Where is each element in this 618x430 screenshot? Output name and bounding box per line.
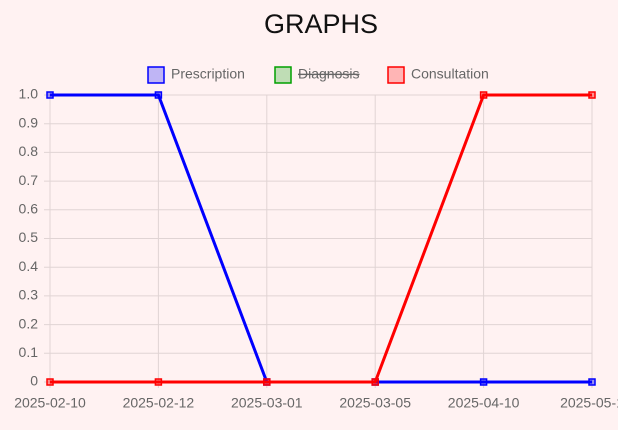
legend-swatch[interactable] bbox=[274, 66, 292, 84]
y-tick-label: 0.1 bbox=[19, 344, 39, 360]
y-tick-label: 0.5 bbox=[19, 229, 39, 245]
legend-label[interactable]: Prescription bbox=[171, 66, 245, 82]
y-tick-label: 0.9 bbox=[19, 114, 39, 130]
data-point bbox=[479, 91, 488, 99]
y-tick-label: 0.7 bbox=[19, 172, 39, 188]
x-tick-label: 2025-03-01 bbox=[231, 395, 303, 411]
data-point bbox=[263, 378, 271, 386]
y-tick-label: 0 bbox=[30, 373, 38, 389]
x-tick-label: 2025-02-12 bbox=[123, 395, 195, 411]
legend-swatch[interactable] bbox=[387, 66, 405, 84]
y-tick-label: 1.0 bbox=[19, 86, 39, 102]
y-tick-label: 0.2 bbox=[19, 315, 39, 331]
legend-label[interactable]: Consultation bbox=[411, 66, 489, 82]
x-tick-label: 2025-03-05 bbox=[339, 395, 411, 411]
x-tick-label: 2025-02-10 bbox=[14, 395, 86, 411]
data-point bbox=[371, 378, 379, 386]
data-point bbox=[46, 378, 54, 386]
x-tick-label: 2025-05-1 bbox=[560, 395, 618, 411]
x-tick-label: 2025-04-10 bbox=[448, 395, 520, 411]
y-tick-label: 0.6 bbox=[19, 201, 39, 217]
data-point bbox=[588, 378, 596, 386]
y-tick-label: 0.3 bbox=[19, 287, 39, 303]
legend-label[interactable]: Diagnosis bbox=[298, 66, 359, 82]
legend-swatch[interactable] bbox=[147, 66, 165, 84]
data-point bbox=[154, 91, 163, 99]
chart-title: GRAPHS bbox=[264, 9, 378, 39]
data-point bbox=[588, 91, 596, 99]
data-point bbox=[46, 91, 54, 99]
y-tick-label: 0.8 bbox=[19, 143, 39, 159]
data-point bbox=[154, 378, 163, 386]
series-line bbox=[50, 93, 592, 384]
y-tick-label: 0.4 bbox=[19, 258, 39, 274]
data-point bbox=[479, 378, 488, 386]
